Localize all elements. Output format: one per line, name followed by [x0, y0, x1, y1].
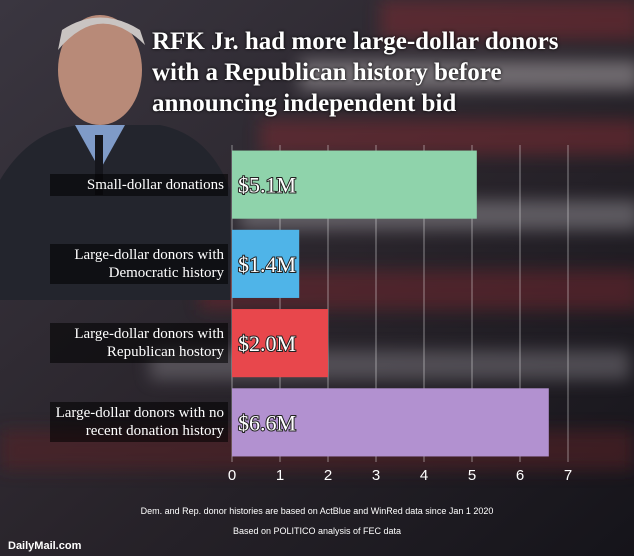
- value-label: $6.6M: [238, 410, 296, 435]
- x-tick-label: 7: [564, 467, 572, 484]
- value-label: $2.0M: [238, 331, 296, 356]
- x-tick-label: 1: [276, 467, 284, 484]
- x-tick-label: 4: [420, 467, 428, 484]
- x-tick-label: 6: [516, 467, 524, 484]
- x-tick-label: 0: [228, 467, 236, 484]
- category-label: Large-dollar donors with no recent donat…: [50, 402, 228, 443]
- value-label: $1.4M: [238, 252, 296, 277]
- bar: [232, 388, 549, 457]
- bar: [232, 150, 477, 219]
- category-label: Large-dollar donors with Democratic hist…: [50, 243, 228, 284]
- footnote: Dem. and Rep. donor histories are based …: [140, 506, 494, 516]
- value-label: $5.1M: [238, 173, 296, 198]
- category-label: Large-dollar donors with Republican host…: [50, 323, 228, 364]
- x-tick-label: 3: [372, 467, 380, 484]
- source: DailyMail.com: [8, 540, 82, 552]
- x-tick-label: 2: [324, 467, 332, 484]
- category-label: Small-dollar donations: [50, 173, 228, 196]
- chart-title: RFK Jr. had more large-dollar donors wit…: [152, 28, 559, 117]
- x-tick-label: 5: [468, 467, 476, 484]
- bar: [232, 309, 328, 378]
- footnote: Based on POLITICO analysis of FEC data: [232, 526, 402, 536]
- bar: [232, 229, 300, 298]
- plot-area: 0 1 2 3 4 5 6 7 $5.1M $1.4M $2.0M $6.6M: [228, 145, 572, 484]
